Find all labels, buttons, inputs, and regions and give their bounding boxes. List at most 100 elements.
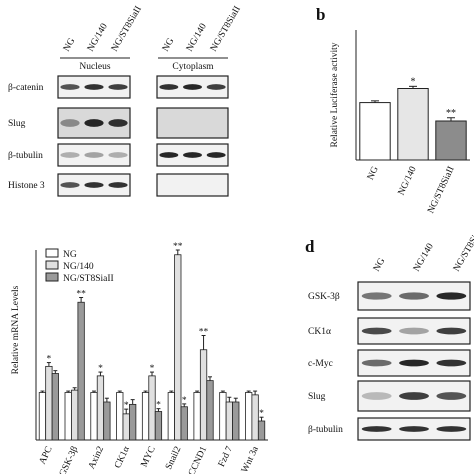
blot-band [361, 292, 392, 300]
bar [148, 375, 156, 441]
bar [154, 411, 163, 441]
bar [167, 392, 175, 441]
bar [206, 380, 214, 441]
lane-label: NG/140 [412, 242, 436, 274]
lane-label: NG [161, 36, 177, 53]
x-tick-label: Wnt 3a [240, 444, 261, 474]
legend-label: NG [63, 250, 77, 260]
bar [193, 392, 201, 441]
blot-band [361, 327, 392, 335]
bar [359, 102, 391, 161]
blot-band [159, 152, 179, 158]
legend-swatch [45, 260, 59, 270]
bar [96, 375, 105, 441]
blot-band [84, 119, 104, 127]
x-tick-label: MYC [140, 445, 158, 469]
lane-label: NG/140 [185, 22, 209, 54]
blot-band [399, 292, 429, 300]
bar [257, 420, 266, 441]
bar [199, 349, 208, 441]
significance: * [124, 401, 129, 411]
blot-band [108, 84, 128, 90]
x-tick-label: CCND1 [187, 445, 209, 474]
blot-band [84, 84, 104, 90]
bar [116, 392, 124, 441]
panel-label: b [316, 5, 325, 24]
blot-band [361, 359, 392, 367]
x-tick-label: Axin2 [87, 445, 106, 471]
x-tick-label: NG/140 [397, 165, 419, 197]
blot-band [84, 182, 104, 188]
bar [71, 389, 79, 441]
blot-band [159, 84, 179, 90]
y-axis-label: Relative mRNA Levels [11, 285, 21, 374]
bar [129, 403, 137, 441]
blot-band [399, 426, 429, 432]
bar [180, 406, 188, 441]
significance: ** [173, 242, 183, 252]
lane-label: NG/140 [86, 22, 110, 54]
blot-band [361, 426, 392, 432]
blot-band [399, 392, 429, 400]
blot-band [361, 392, 392, 400]
blot-band [183, 152, 202, 158]
blot-frame [156, 173, 229, 197]
blot-band [183, 84, 202, 90]
blot-frame [156, 107, 229, 139]
blot-band [60, 119, 80, 127]
significance: * [411, 76, 416, 87]
blot-band [206, 84, 226, 90]
row-label: β-tubulin [308, 425, 343, 435]
bar [219, 392, 227, 441]
blot-band [436, 327, 467, 335]
row-label: β-tubulin [8, 151, 43, 161]
blot-band [108, 152, 128, 158]
row-label: Histone 3 [8, 181, 45, 191]
legend-swatch [45, 248, 59, 258]
blot-band [436, 292, 467, 300]
lane-label: NG/ST8SiaII [110, 5, 144, 54]
bar [251, 394, 259, 441]
blot-band [436, 426, 467, 432]
row-label: CK1α [308, 327, 331, 337]
bar [232, 401, 240, 441]
blot-band [399, 327, 429, 335]
row-label: Slug [8, 119, 26, 129]
bar [245, 392, 253, 441]
significance: * [156, 401, 161, 411]
significance: ** [76, 290, 86, 300]
panel-label: d [305, 237, 315, 256]
significance: * [259, 409, 264, 419]
x-tick-label: GSK-3β [58, 445, 81, 474]
bar [141, 392, 150, 441]
blot-band [60, 182, 80, 188]
lane-label: NG [62, 36, 78, 53]
bar [174, 254, 182, 441]
significance: * [182, 396, 187, 406]
bar [38, 392, 47, 441]
bar [64, 392, 72, 441]
significance: * [150, 364, 155, 374]
bar [435, 120, 467, 161]
x-tick-label: Snail2 [164, 445, 183, 471]
bar [51, 373, 59, 441]
bar [122, 413, 130, 441]
significance: * [47, 355, 52, 365]
blot-band [84, 152, 104, 158]
blot-band [436, 392, 467, 400]
blot-band [60, 84, 80, 90]
fraction-label: Nucleus [79, 62, 110, 72]
x-tick-label: NG/ST8SiaII [426, 165, 456, 215]
bar [225, 401, 233, 441]
row-label: c-Myc [308, 359, 333, 369]
blot-band [60, 152, 80, 158]
bar [103, 401, 111, 441]
x-tick-label: APC [38, 445, 55, 466]
significance: ** [446, 108, 456, 119]
legend-label: NG/140 [63, 262, 94, 272]
legend-label: NG/ST8SiaII [63, 274, 114, 284]
blot-band [436, 359, 467, 367]
legend-swatch [45, 272, 59, 282]
row-label: GSK-3β [308, 292, 340, 302]
